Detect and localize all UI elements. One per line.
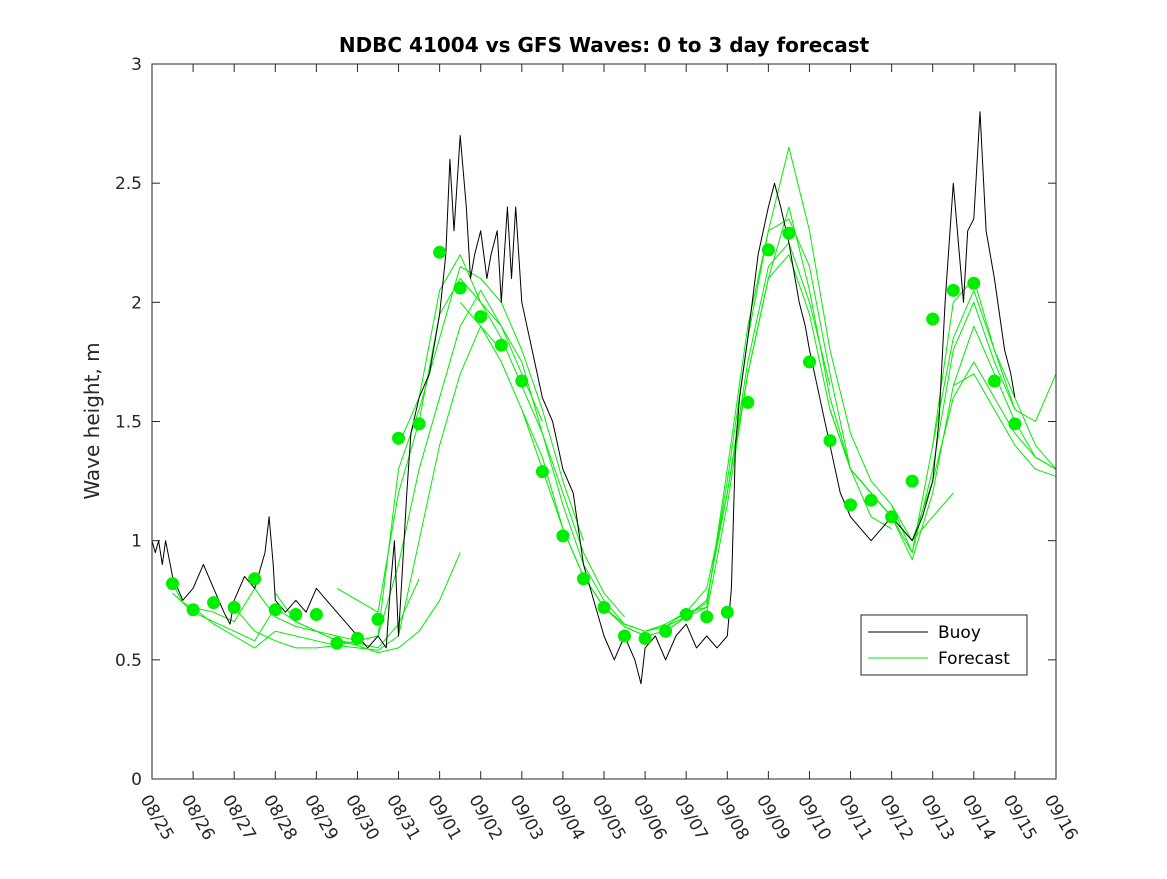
forecast-series-line <box>192 325 502 651</box>
buoy-series-line <box>151 111 1016 685</box>
legend-box <box>860 614 1028 676</box>
forecast-marker <box>741 395 755 409</box>
forecast-marker <box>371 612 385 626</box>
forecast-marker <box>638 631 652 645</box>
forecast-marker <box>515 374 529 388</box>
forecast-marker <box>803 355 816 369</box>
forecast-marker <box>720 605 734 619</box>
y-tick-label: 2 <box>131 293 142 313</box>
forecast-marker <box>227 600 241 614</box>
forecast-marker <box>885 510 899 524</box>
forecast-marker <box>207 596 221 610</box>
forecast-marker <box>782 226 796 240</box>
forecast-marker <box>248 572 262 586</box>
forecast-marker <box>844 498 857 512</box>
forecast-marker <box>823 434 837 448</box>
forecast-marker <box>433 245 447 259</box>
y-tick-label: 1 <box>131 532 142 552</box>
y-axis: 0 0.5 1 1.5 2 2.5 3 <box>115 55 1056 790</box>
y-tick-label: 1.5 <box>115 413 142 433</box>
forecast-marker <box>309 608 323 621</box>
forecast-marker <box>556 529 570 543</box>
forecast-marker <box>268 603 282 617</box>
y-tick-label: 2.5 <box>115 174 142 194</box>
forecast-marker <box>761 243 775 257</box>
forecast-marker <box>453 281 467 295</box>
legend-forecast-label: Forecast <box>938 649 1010 669</box>
y-axis-label: Wave height, m <box>80 342 104 499</box>
forecast-marker <box>700 610 714 624</box>
forecast-marker <box>166 577 179 591</box>
forecast-marker <box>659 624 673 638</box>
forecast-marker <box>905 474 919 488</box>
forecast-marker <box>351 631 364 645</box>
forecast-series-line <box>583 218 892 637</box>
legend: Buoy Forecast <box>860 614 1028 676</box>
forecast-marker <box>494 338 508 352</box>
forecast-marker <box>577 572 590 586</box>
legend-buoy-label: Buoy <box>938 623 981 643</box>
forecast-marker <box>392 431 405 445</box>
forecast-series-line <box>644 146 954 632</box>
forecast-marker <box>474 310 488 324</box>
forecast-marker <box>1008 417 1022 431</box>
forecast-marker <box>967 276 981 290</box>
forecast-marker <box>330 636 344 650</box>
forecast-marker <box>946 283 960 297</box>
forecast-series-line <box>768 254 1057 561</box>
forecast-series-line <box>953 373 1057 477</box>
series-layer <box>151 111 1057 685</box>
forecast-marker <box>618 629 631 643</box>
forecast-marker <box>535 465 549 479</box>
forecast-marker <box>987 374 1001 388</box>
forecast-marker <box>289 608 303 621</box>
y-tick-label: 0.5 <box>115 651 142 671</box>
forecast-marker <box>412 417 426 431</box>
chart-title: NDBC 41004 vs GFS Waves: 0 to 3 day fore… <box>339 33 870 57</box>
forecast-series-line <box>398 254 707 632</box>
forecast-marker <box>597 600 611 614</box>
y-tick-label: 0 <box>131 770 142 790</box>
forecast-series-line <box>829 361 1057 542</box>
forecast-marker <box>864 493 878 507</box>
forecast-marker <box>679 608 693 621</box>
forecast-marker <box>186 603 200 617</box>
y-tick-label: 3 <box>131 55 142 75</box>
forecast-series-line <box>233 289 543 649</box>
forecast-series-line <box>932 289 1057 446</box>
marker-layer <box>166 226 1022 650</box>
forecast-marker <box>926 312 940 326</box>
